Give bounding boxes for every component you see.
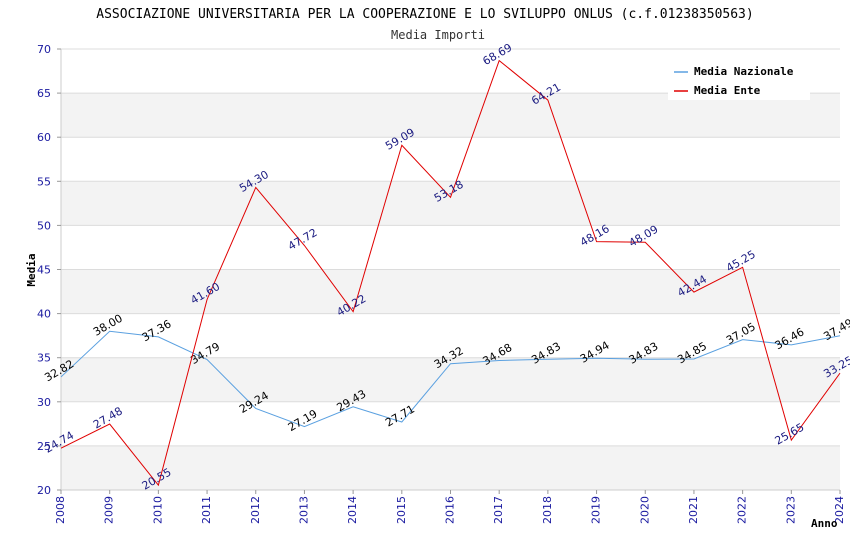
y-tick-label: 25 <box>37 440 51 453</box>
x-tick-label: 2021 <box>687 496 700 524</box>
y-axis-ticks: 20 25 30 35 40 45 50 55 60 65 70 <box>37 43 61 497</box>
chart-title: ASSOCIAZIONE UNIVERSITARIA PER LA COOPER… <box>96 7 753 22</box>
y-axis-label: Media <box>25 253 38 286</box>
x-tick-label: 2012 <box>249 496 262 524</box>
y-tick-label: 35 <box>37 352 51 365</box>
y-tick-label: 60 <box>37 131 51 144</box>
x-tick-label: 2014 <box>346 496 359 524</box>
legend-label-nazionale: Media Nazionale <box>694 65 794 78</box>
x-tick-label: 2018 <box>541 496 554 524</box>
x-tick-label: 2008 <box>54 496 67 524</box>
chart-subtitle: Media Importi <box>391 28 485 42</box>
x-axis-label: Anno <box>811 517 838 530</box>
x-tick-label: 2013 <box>297 496 310 524</box>
x-tick-label: 2017 <box>492 496 505 524</box>
x-tick-label: 2011 <box>200 496 213 524</box>
x-tick-label: 2016 <box>444 496 457 524</box>
y-tick-label: 65 <box>37 87 51 100</box>
grid-band <box>61 269 840 314</box>
grid-band <box>61 445 840 490</box>
x-tick-label: 2022 <box>736 496 749 524</box>
y-tick-label: 45 <box>37 264 51 277</box>
x-tick-label: 2009 <box>103 496 116 524</box>
y-tick-label: 40 <box>37 308 51 321</box>
grid-band <box>61 357 840 402</box>
y-tick-label: 20 <box>37 484 51 497</box>
x-tick-label: 2020 <box>638 496 651 524</box>
x-axis-ticks: 2008 2009 2010 2011 2012 2013 2014 2015 2016 2017… <box>54 490 846 524</box>
legend-label-ente: Media Ente <box>694 84 761 97</box>
y-tick-label: 50 <box>37 219 51 232</box>
series-line-ente <box>60 59 841 487</box>
y-tick-label: 30 <box>37 396 51 409</box>
x-tick-label: 2015 <box>395 496 408 524</box>
series-line-nazionale <box>60 330 841 428</box>
x-tick-label: 2010 <box>151 496 164 524</box>
grid-band <box>61 93 840 138</box>
y-tick-label: 55 <box>37 175 51 188</box>
legend-background <box>668 60 810 100</box>
legend: Media Nazionale Media Ente <box>668 60 810 100</box>
x-tick-label: 2019 <box>590 496 603 524</box>
y-tick-label: 70 <box>37 43 51 56</box>
x-tick-label: 2023 <box>784 496 797 524</box>
x-tick-label: 2024 <box>833 496 846 524</box>
grid-band <box>61 181 840 226</box>
